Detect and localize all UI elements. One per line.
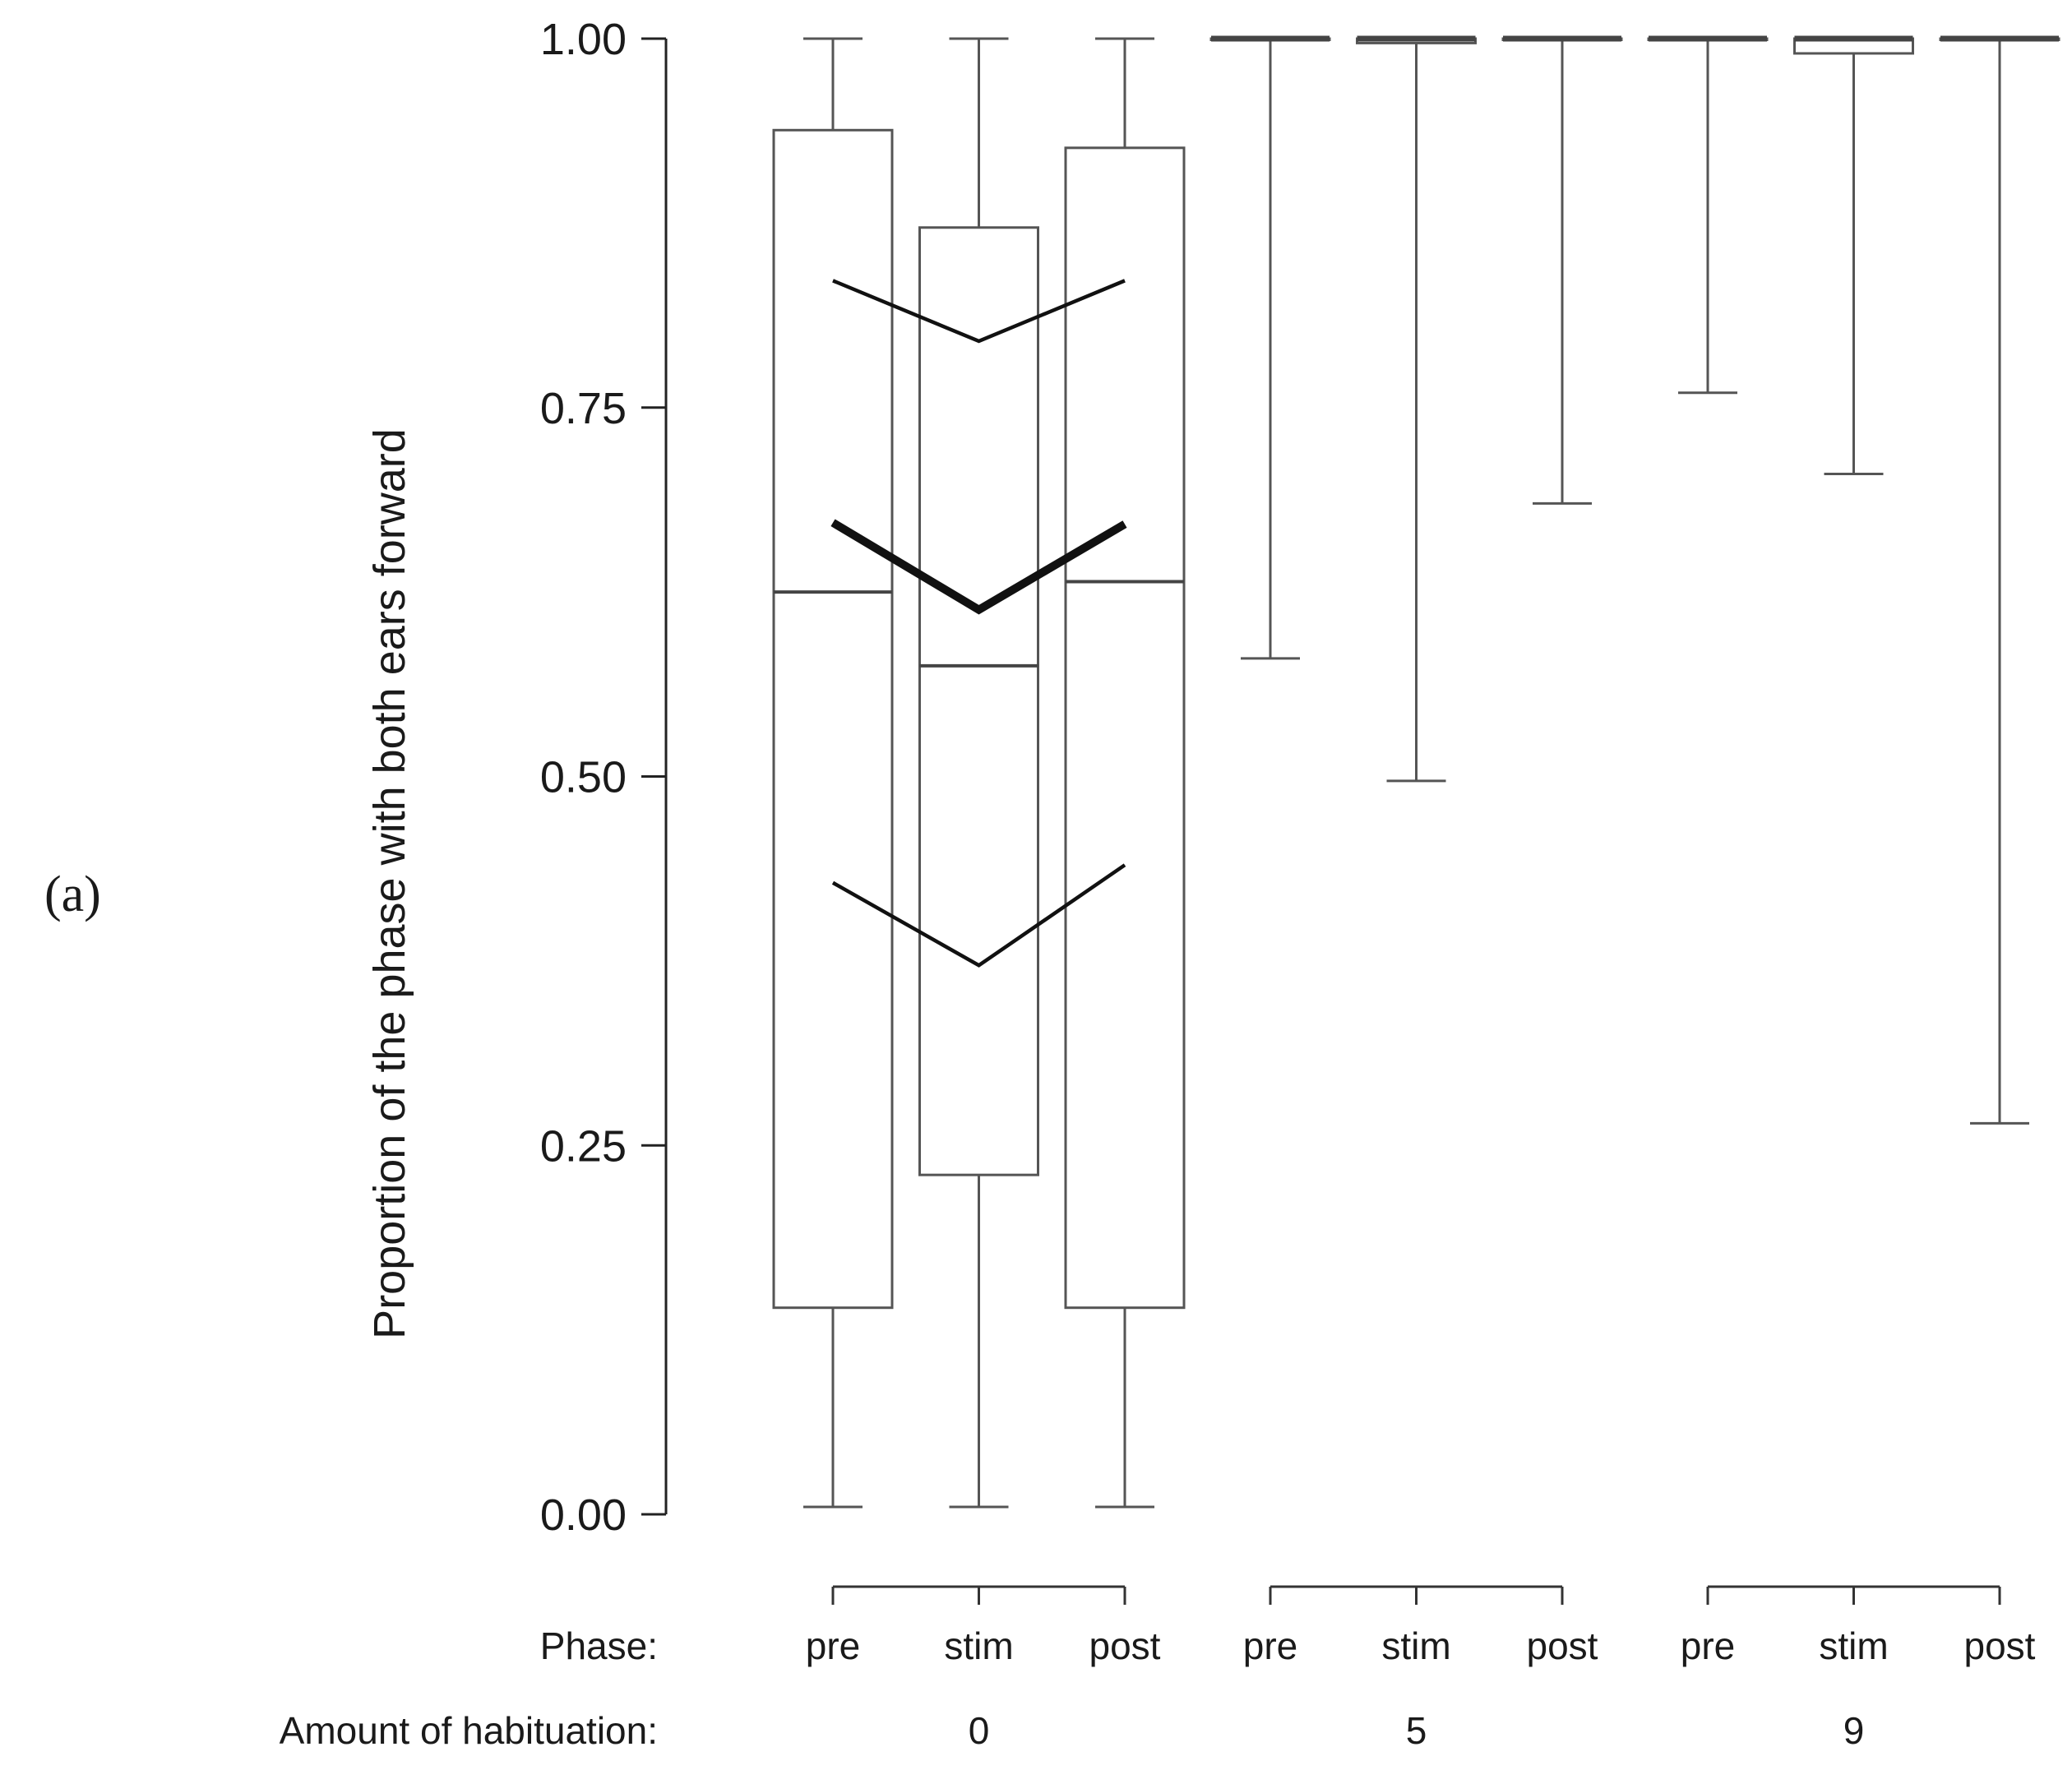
box-5-stim <box>1356 35 1477 783</box>
box-0-pre <box>772 37 894 1509</box>
habituation-label: 0 <box>969 1709 990 1752</box>
y-tick-label: 0.75 <box>540 384 627 433</box>
box-5-pre <box>1209 35 1331 660</box>
habituation-factor-label: Amount of habituation: <box>280 1709 658 1752</box>
habituation-label: 9 <box>1843 1709 1865 1752</box>
box-body <box>1064 146 1186 1310</box>
bracket-habituation-9 <box>1706 1585 2001 1605</box>
habituation-label: 5 <box>1406 1709 1427 1752</box>
phase-label: stim <box>944 1624 1013 1667</box>
phase-label: post <box>1964 1624 2036 1667</box>
fit-estimate-line <box>830 519 1127 615</box>
boxes <box>772 35 2060 1509</box>
box-9-pre <box>1647 35 1769 395</box>
phase-label: stim <box>1381 1624 1450 1667</box>
box-9-post <box>1939 35 2060 1125</box>
panel-label: (a) <box>44 867 101 922</box>
bracket-habituation-0 <box>831 1585 1126 1605</box>
y-tick-label: 0.50 <box>540 753 627 802</box>
box-9-stim <box>1793 35 1914 476</box>
y-tick-label: 0.25 <box>540 1121 627 1171</box>
fit-ci-upper-line <box>832 279 1126 344</box>
box-0-stim <box>918 37 1039 1509</box>
fit-ci-lower-line <box>831 863 1126 968</box>
bracket-habituation-5 <box>1269 1585 1564 1605</box>
group-brackets <box>831 1585 2001 1605</box>
phase-label: pre <box>806 1624 860 1667</box>
phase-label: pre <box>1681 1624 1735 1667</box>
box-5-post <box>1501 35 1623 505</box>
phase-factor-label: Phase: <box>540 1624 658 1667</box>
x-axis-labels: pre stim post 0 pre stim post 5 pre stim post 9 <box>806 1624 2036 1752</box>
box-body <box>772 128 894 1310</box>
phase-label: post <box>1527 1624 1598 1667</box>
y-axis-label: Proportion of the phase with both ears f… <box>365 428 414 1339</box>
phase-label: post <box>1089 1624 1161 1667</box>
phase-label: stim <box>1819 1624 1888 1667</box>
box-0-post <box>1064 37 1186 1509</box>
y-axis: 0.00 0.25 0.50 0.75 1.00 <box>540 15 668 1540</box>
y-tick-label: 1.00 <box>540 15 627 64</box>
model-fit <box>830 279 1127 968</box>
y-tick-label: 0.00 <box>540 1490 627 1540</box>
phase-label: pre <box>1243 1624 1297 1667</box>
box-body <box>918 226 1039 1176</box>
